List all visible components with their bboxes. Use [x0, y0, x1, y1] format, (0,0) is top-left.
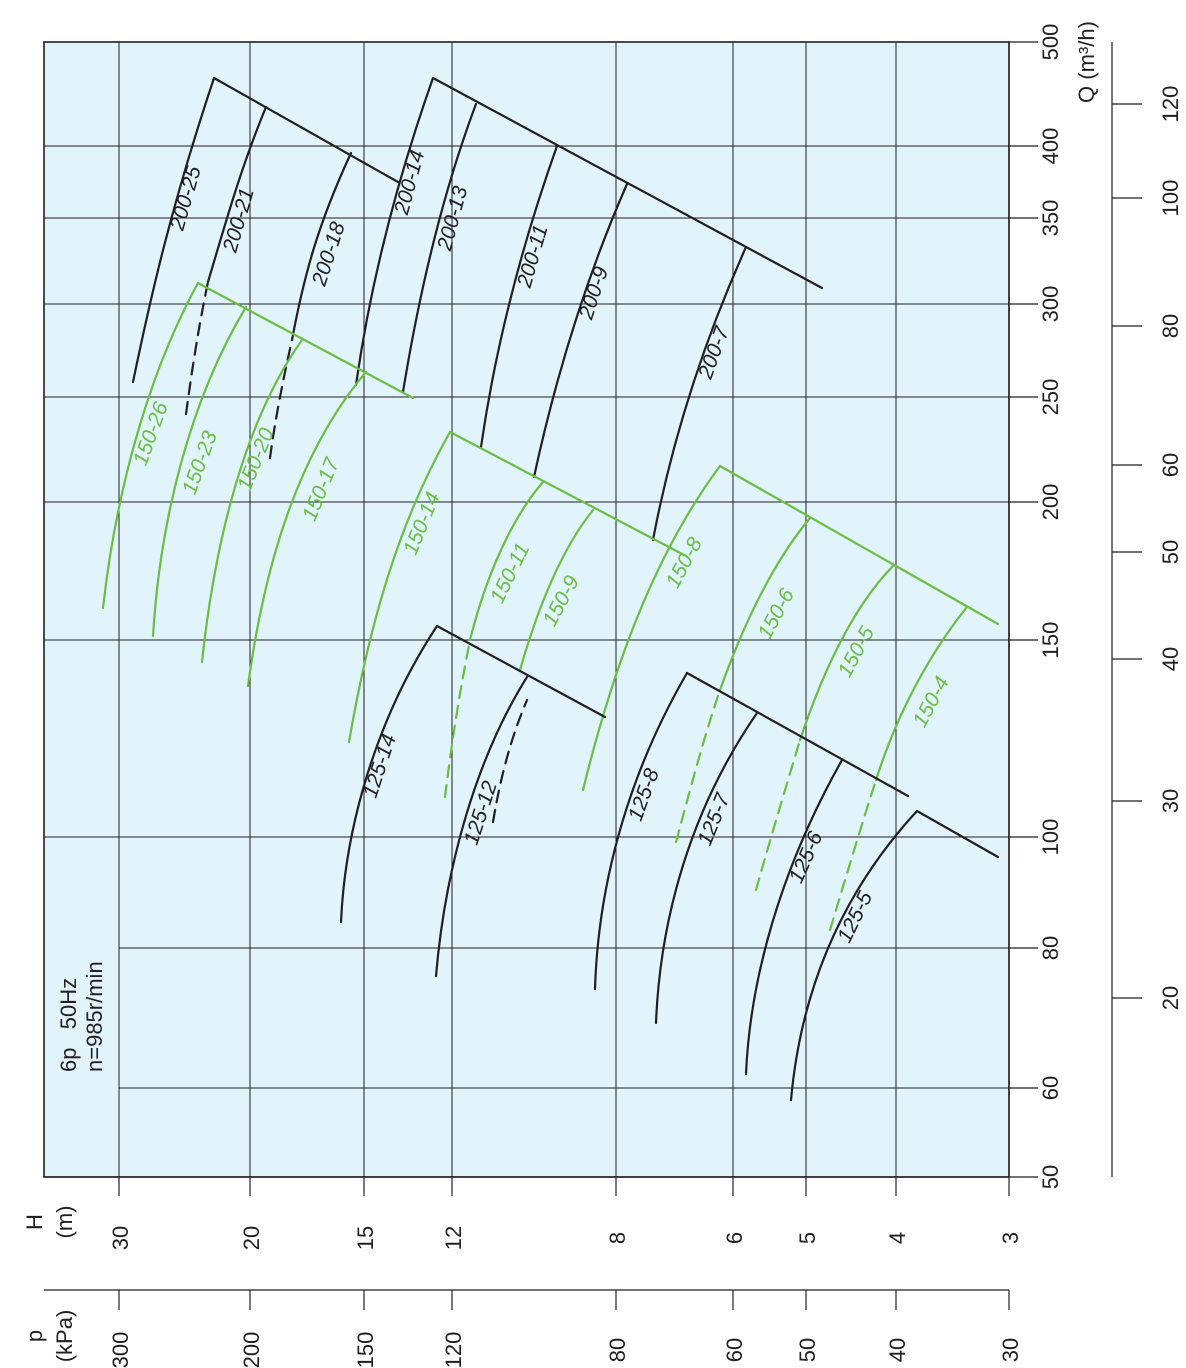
q-tick-label-80: 80: [1038, 936, 1063, 960]
boundary-150-b: [448, 430, 688, 558]
h-tick-label-3: 3: [998, 1232, 1023, 1244]
curve-150-17: [246, 370, 368, 688]
curve-150-6: [718, 516, 812, 692]
q-tick-label-150: 150: [1038, 622, 1063, 659]
qls-tick-label-60: 60: [1158, 453, 1183, 477]
curve-150-14: [347, 430, 452, 744]
p-axis-label: p: [22, 1330, 47, 1342]
q-tick-label-300: 300: [1038, 286, 1063, 323]
qls-tick-label-20: 20: [1158, 986, 1183, 1010]
curve-150-5: [798, 564, 895, 742]
boundary-125-a: [435, 624, 607, 719]
h-axis-label: H: [22, 1214, 47, 1230]
p-tick-label-300: 300: [108, 1332, 133, 1368]
q-tick-label-200: 200: [1038, 484, 1063, 521]
h-tick-label-15: 15: [353, 1226, 378, 1250]
curve-150-26: [101, 281, 200, 610]
q-tick-label-50: 50: [1038, 1165, 1063, 1189]
q-axis-label: Q (m³/h): [1074, 21, 1099, 103]
q-tick-label-500: 500: [1038, 24, 1063, 61]
p-axis-unit: (kPa): [52, 1310, 77, 1363]
curve-125-7: [654, 711, 759, 1025]
curve-200-9: [532, 182, 629, 479]
plot-area: [44, 42, 1009, 1177]
p-axis: [44, 1289, 1010, 1310]
curve-125-12-dashed: [491, 698, 529, 824]
qls-axis: [1111, 42, 1142, 1177]
p-tick-label-50: 50: [795, 1338, 820, 1362]
curve-125-8: [593, 671, 689, 991]
boundary-125-c: [915, 809, 1000, 859]
curve-200-18-dashed: [268, 338, 294, 460]
qls-tick-label-40: 40: [1158, 647, 1183, 671]
q-tick-label-350: 350: [1038, 200, 1063, 237]
curve-200-21-dashed: [184, 280, 210, 416]
curve-200-13: [401, 102, 478, 394]
p-tick-labels: 300 200 150 120 80 60 50 40 30 p (kPa): [22, 1310, 1023, 1368]
curve-200-7: [651, 245, 748, 542]
h-axis: [44, 1176, 1010, 1196]
q-tick-label-60: 60: [1038, 1076, 1063, 1100]
h-tick-label-8: 8: [605, 1232, 630, 1244]
qls-tick-label-30: 30: [1158, 789, 1183, 813]
h-tick-labels: 30 20 15 12 8 6 5 4 3 H (m): [22, 1206, 1023, 1251]
q-tick-label-100: 100: [1038, 819, 1063, 856]
h-tick-label-4: 4: [885, 1232, 910, 1244]
p-tick-label-120: 120: [441, 1332, 466, 1368]
curve-125-14: [339, 624, 439, 924]
curve-150-9: [518, 508, 595, 672]
curve-200-14: [354, 76, 435, 387]
curve-200-21: [206, 105, 268, 284]
curve-125-12: [434, 675, 529, 978]
info-line-2: n=985r/min: [82, 961, 107, 1072]
curves: [101, 76, 1000, 1102]
curve-150-23: [151, 305, 248, 638]
p-tick-label-60: 60: [722, 1338, 747, 1362]
p-tick-label-80: 80: [605, 1338, 630, 1362]
h-tick-label-20: 20: [239, 1226, 264, 1250]
boundary-200-b: [431, 76, 824, 290]
curve-150-6-dashed: [674, 688, 722, 844]
curve-200-11: [479, 144, 559, 449]
boundary-150-a: [196, 281, 415, 400]
p-tick-label-40: 40: [885, 1338, 910, 1362]
qls-tick-label-50: 50: [1158, 540, 1183, 564]
q-tick-label-250: 250: [1038, 379, 1063, 416]
curve-150-11: [468, 480, 545, 642]
curve-150-11-dashed: [443, 638, 472, 799]
qls-tick-label-100: 100: [1158, 180, 1183, 217]
h-grid: [118, 42, 897, 1177]
p-tick-label-150: 150: [353, 1332, 378, 1368]
qls-tick-labels: 120 100 80 60 50 40 30 20: [1158, 86, 1183, 1011]
h-axis-unit: (m): [52, 1206, 77, 1239]
curve-150-20: [200, 338, 304, 664]
qls-tick-label-80: 80: [1158, 314, 1183, 338]
curve-150-8: [581, 464, 722, 792]
curve-125-6: [744, 758, 844, 1076]
h-tick-label-12: 12: [441, 1226, 466, 1250]
h-tick-label-30: 30: [108, 1226, 133, 1250]
qls-tick-label-120: 120: [1158, 86, 1183, 123]
boundary-125-b: [685, 671, 910, 798]
boundary-150-c: [718, 464, 1000, 626]
h-tick-label-6: 6: [722, 1232, 747, 1244]
h-tick-label-5: 5: [795, 1232, 820, 1244]
q-tick-labels: 500 400 350 300 250 200 150 100 80 60 50…: [1038, 21, 1099, 1189]
boundary-200-a: [212, 76, 400, 184]
q-grid: [44, 145, 1009, 1089]
curve-200-25: [131, 76, 216, 384]
curve-150-4: [874, 606, 968, 782]
curve-200-18: [290, 151, 353, 342]
q-tick-label-400: 400: [1038, 128, 1063, 165]
p-tick-label-200: 200: [239, 1332, 264, 1368]
p-tick-label-30: 30: [998, 1338, 1023, 1362]
q-axis: [1008, 41, 1038, 1178]
curve-125-5: [789, 809, 919, 1102]
info-line-1: 6p 50Hz: [56, 978, 81, 1072]
